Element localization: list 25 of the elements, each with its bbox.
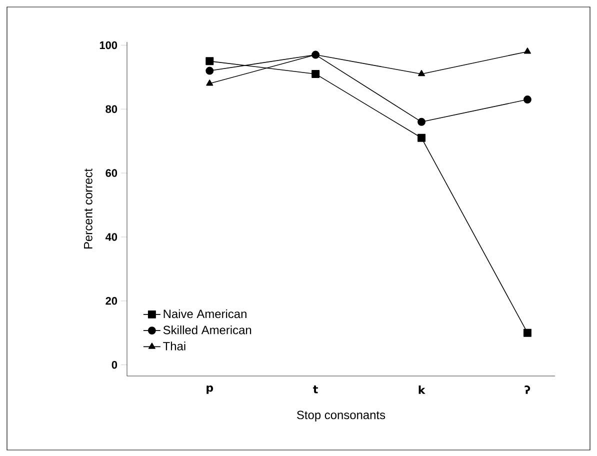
y-tick-label: 0 <box>112 360 118 369</box>
y-tick-label: 60 <box>106 169 118 177</box>
point <box>523 96 532 104</box>
legend-label: Naive American <box>164 309 246 318</box>
point <box>418 134 426 142</box>
y-tick-label: 80 <box>106 105 118 113</box>
x-tick-label: ʔ <box>524 386 530 394</box>
x-tick-label: t <box>313 386 318 394</box>
y-tick-label: 20 <box>106 297 118 305</box>
legend-label: Skilled American <box>163 325 252 334</box>
point <box>312 70 320 78</box>
point <box>523 328 532 337</box>
legend-label: Thai <box>163 342 186 350</box>
point <box>206 66 214 75</box>
point <box>206 80 214 86</box>
x-tick-label: p <box>206 385 214 394</box>
x-axis-title: Stop consonants <box>297 410 386 422</box>
y-axis-title: Percent correct <box>84 168 92 249</box>
x-tick-label: k <box>418 385 426 394</box>
y-tick-label: 40 <box>105 233 118 241</box>
point <box>418 118 426 126</box>
point <box>524 48 531 54</box>
y-tick-label: 100 <box>100 41 118 50</box>
point <box>206 57 214 66</box>
point <box>418 70 426 76</box>
